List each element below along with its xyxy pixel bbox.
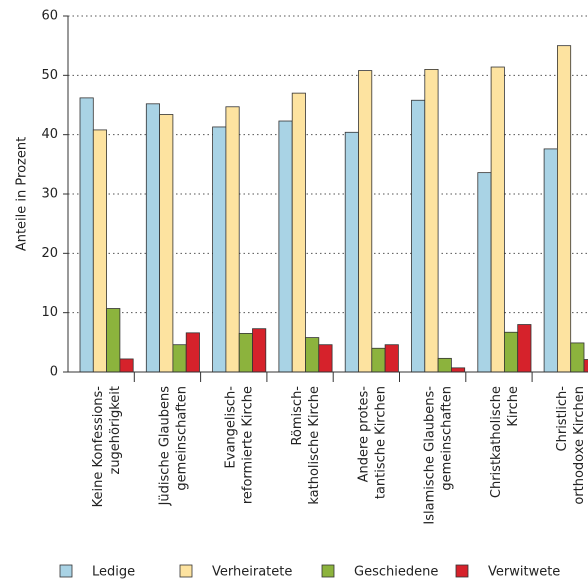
- bar: [185, 332, 200, 373]
- bar: [252, 328, 267, 373]
- bar: [79, 97, 94, 373]
- x-tick-label: reformierte Kirche: [241, 386, 256, 504]
- x-tick-label: katholische Kirche: [307, 386, 322, 505]
- bar: [225, 106, 240, 373]
- x-tick-label: gemeinschaften: [440, 386, 455, 491]
- bar: [278, 120, 293, 373]
- bar: [106, 308, 121, 373]
- bar: [384, 344, 399, 373]
- legend-swatch: [455, 564, 469, 578]
- bar: [212, 126, 227, 373]
- bar: [557, 45, 572, 373]
- bar: [305, 337, 320, 373]
- x-tick-label: Islamische Glaubens-: [423, 386, 438, 525]
- bar: [517, 324, 532, 373]
- y-tick-label: 40: [41, 127, 58, 142]
- x-tick-label: Kirche: [506, 386, 521, 427]
- legend-swatch: [321, 564, 335, 578]
- bar: [119, 358, 134, 373]
- bar: [159, 114, 174, 373]
- bar: [318, 344, 333, 373]
- x-tick-label: Christlich-: [555, 386, 570, 452]
- bar: [503, 331, 519, 373]
- bar: [477, 172, 492, 373]
- bar: [344, 131, 359, 373]
- bar: [437, 357, 452, 373]
- x-tick-label: orthodoxe Kirchen: [572, 386, 587, 505]
- bar: [92, 129, 108, 373]
- y-tick-label: 30: [41, 187, 58, 202]
- bar: [371, 347, 386, 373]
- bar: [172, 344, 187, 373]
- x-tick-label: zugehörigkeit: [108, 386, 123, 475]
- bar: [411, 99, 426, 373]
- bar: [238, 333, 253, 373]
- y-tick-label: 50: [41, 68, 58, 83]
- legend-swatch: [59, 564, 73, 578]
- x-tick-label: Römisch-: [290, 386, 305, 446]
- legend-label: Verheiratete: [212, 565, 292, 580]
- y-tick-label: 0: [50, 365, 58, 380]
- bar: [358, 70, 373, 373]
- bar: [570, 342, 585, 373]
- bar: [583, 359, 588, 373]
- y-axis-label: Anteile in Prozent: [15, 137, 30, 251]
- bar: [490, 66, 505, 373]
- legend-swatch: [179, 564, 193, 578]
- y-tick-label: 10: [41, 305, 58, 320]
- bar: [291, 92, 306, 373]
- x-tick-label: Christkatholische: [489, 386, 504, 498]
- x-tick-label: tantische Kirchen: [373, 386, 388, 499]
- x-tick-label: Andere protes-: [356, 386, 371, 483]
- x-tick-label: Jüdische Glaubens: [157, 386, 172, 507]
- legend-label: Ledige: [92, 565, 135, 580]
- x-tick-label: Evangelisch-: [224, 386, 239, 469]
- bar: [543, 148, 558, 373]
- x-tick-label: gemeinschaften: [174, 386, 189, 491]
- y-tick-label: 60: [41, 9, 58, 24]
- bar: [424, 69, 439, 373]
- legend-label: Verwitwete: [488, 565, 560, 580]
- legend-label: Geschiedene: [354, 565, 438, 580]
- x-tick-label: Keine Konfessions-: [91, 386, 106, 508]
- bar: [145, 103, 161, 373]
- bar: [450, 367, 466, 373]
- y-tick-label: 20: [41, 246, 58, 261]
